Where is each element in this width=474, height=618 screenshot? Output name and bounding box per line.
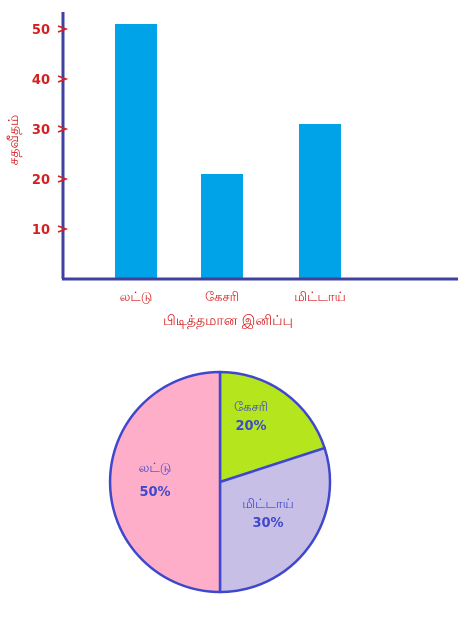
x-axis-title: பிடித்தமான இனிப்பு — [163, 313, 293, 329]
y-tick-mark — [57, 225, 69, 233]
bar — [299, 124, 341, 279]
y-tick-label: 30 — [32, 123, 50, 138]
bar-marks — [115, 24, 341, 279]
pie-slice — [218, 446, 332, 594]
y-tick-label: 20 — [32, 173, 50, 188]
bar — [201, 174, 243, 279]
y-tick-label: 50 — [32, 23, 50, 38]
y-tick-mark — [57, 25, 69, 33]
y-tick-label: 40 — [32, 73, 50, 88]
y-tick-mark — [57, 75, 69, 83]
pie-chart: கேசரி 20% மிட்டாய் 30% லட்டு 50% — [108, 370, 332, 594]
x-tick-label: கேசரி — [205, 290, 239, 305]
x-tick-label: லட்டு — [120, 290, 153, 305]
x-tick-labels: லட்டு கேசரி மிட்டாய் — [120, 290, 346, 305]
pie-slice-label: மிட்டாய் — [242, 497, 293, 512]
pie-slice-value: 50% — [139, 485, 170, 500]
x-tick-label: மிட்டாய் — [294, 290, 345, 305]
y-axis-title: சதவீதம் — [6, 115, 22, 166]
bar-chart: 10 20 30 40 50 லட்டு கேசரி மிட்டாய் சதவீதம் பி… — [6, 12, 458, 329]
y-tick-label: 10 — [32, 223, 50, 238]
y-tick-mark — [57, 175, 69, 183]
bar — [115, 24, 157, 279]
pie-slice-label: லட்டு — [139, 461, 172, 476]
pie-slice — [218, 370, 326, 484]
y-tick-mark — [57, 125, 69, 133]
pie-slice-value: 20% — [235, 419, 266, 434]
y-ticks: 10 20 30 40 50 — [32, 23, 69, 238]
pie-slice-label: கேசரி — [234, 400, 268, 415]
pie-slice — [108, 370, 222, 594]
pie-slice-value: 30% — [252, 516, 283, 531]
